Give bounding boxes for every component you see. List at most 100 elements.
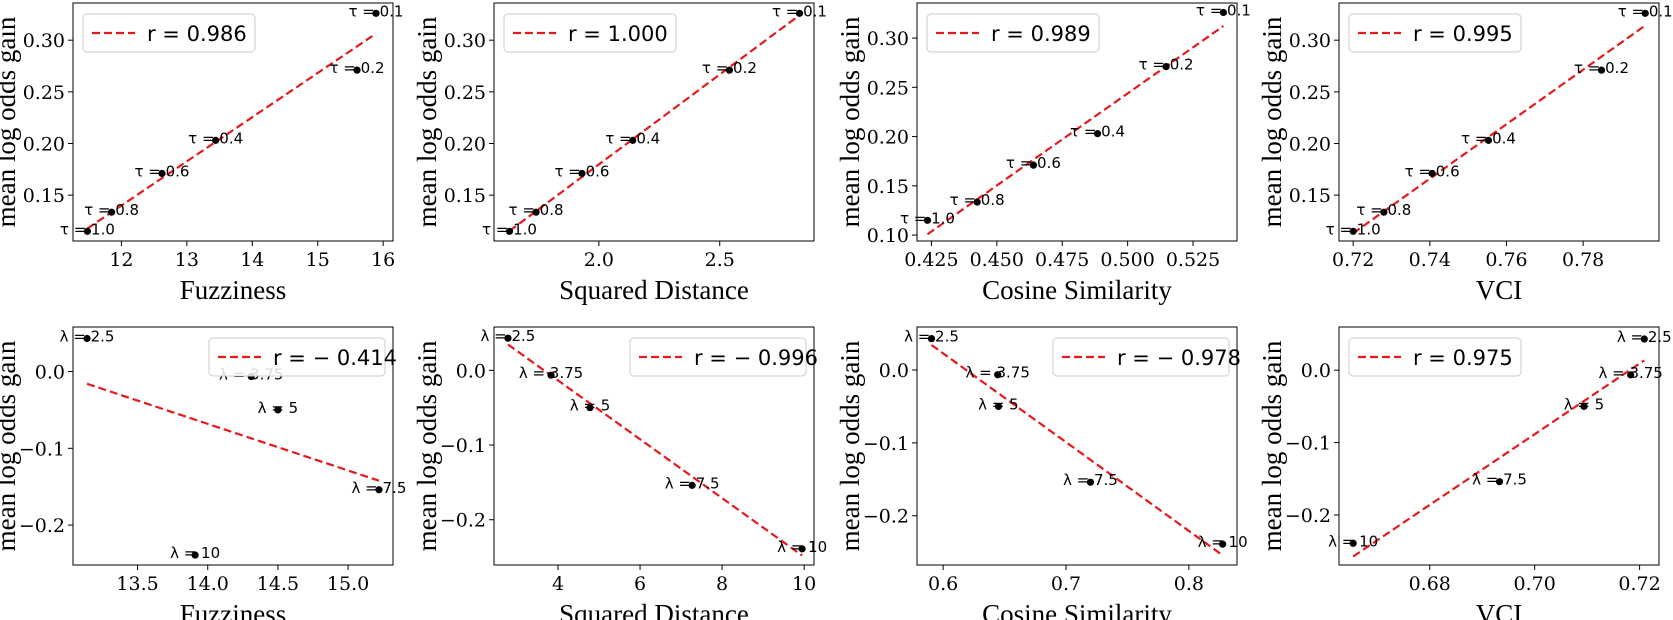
y-tick-label: −0.2 [863,506,909,528]
subplot-2: 2.0 2.5 0.15 0.20 0.25 0.30 Squared Distance me… [412,2,827,305]
legend-box [82,13,256,53]
x-tick-label: 0.475 [1035,249,1089,271]
data-point [1093,130,1102,138]
point-label: τ = 0.2 [330,59,385,77]
x-axis-label: Fuzziness [180,275,286,305]
x-tick-label: 14 [240,249,264,271]
x-tick-label: 10 [792,573,816,595]
y-axis-label: mean log odds gain [412,340,442,551]
x-tick-label: 14.0 [187,573,229,595]
point-label: λ = 2.5 [904,328,959,346]
y-axis-label: mean log odds gain [1257,340,1287,551]
point-label: λ = 3.75 [1598,364,1662,382]
point-label: λ = 7.5 [1472,471,1527,489]
point-label: τ = 0.8 [509,201,564,219]
point-label: τ = 1.0 [1326,220,1381,238]
point-label: λ = 7.5 [665,474,720,492]
y-tick-label: 0.25 [444,82,486,104]
x-tick-label: 2.0 [584,249,614,271]
y-axis-label: mean log odds gain [835,340,865,551]
y-axis-label: mean log odds gain [412,16,442,227]
y-tick-label: 0.30 [1289,30,1331,52]
legend-box [629,337,807,377]
point-label: λ = 5 [570,397,611,415]
point-label: λ = 10 [1198,533,1248,551]
y-tick-label: 0.25 [1289,82,1331,104]
point-label: λ = 5 [978,395,1019,413]
data-point [372,9,380,17]
x-tick-label: 0.8 [1174,573,1204,595]
subplot-8: 0.68 0.70 0.72 −0.2 −0.1 0.0 VCI mean log odds … [1257,326,1672,620]
y-tick-label: 0.0 [456,360,486,382]
data-point [108,208,116,216]
plot-frame [72,326,394,566]
data-point [1495,478,1504,486]
y-tick-label: 0.10 [867,225,909,247]
point-label: τ = 0.1 [772,2,827,20]
legend-box [926,13,1100,53]
data-point [375,486,383,494]
plot-frame [916,326,1238,566]
x-tick-label: 0.74 [1409,249,1451,271]
data-point [1029,161,1038,169]
y-tick-label: −0.2 [1285,505,1331,527]
x-tick-label: 0.76 [1485,249,1527,271]
x-tick-label: 0.425 [904,249,958,271]
plot-frame [493,2,815,242]
point-label: τ = 0.1 [348,2,403,20]
x-tick-label: 0.70 [1514,573,1556,595]
y-tick-label: 0.30 [23,30,65,52]
data-point [1627,371,1635,379]
point-label: τ = 0.8 [1356,201,1411,219]
point-label: τ = 0.6 [1006,154,1061,172]
legend-label: r = 0.975 [1413,346,1513,370]
point-label: λ = 7.5 [352,479,407,497]
point-label: λ = 3.75 [519,364,583,382]
point-label: τ = 1.0 [482,220,537,238]
x-tick-label: 6 [634,573,646,595]
x-axis-label: Fuzziness [180,599,286,620]
x-tick-label: 0.78 [1562,249,1604,271]
plot-frame [1338,326,1660,566]
y-tick-label: 0.15 [444,185,486,207]
y-tick-label: 0.20 [867,127,909,149]
point-label: τ = 0.1 [1618,2,1673,20]
x-tick-label: 15.0 [327,573,369,595]
y-tick-label: 0.15 [23,185,65,207]
y-tick-label: 0.15 [1289,185,1331,207]
data-point [83,227,91,235]
y-tick-label: 0.30 [867,28,909,50]
x-axis-label: Cosine Similarity [982,275,1172,305]
legend-label: r = 0.986 [147,22,247,46]
data-point [586,404,594,412]
legend-label: r = 0.989 [991,22,1091,46]
legend: r = 0.989 [926,13,1100,53]
y-tick-label: −0.2 [19,515,65,537]
point-label: λ = 2.5 [481,327,536,345]
x-tick-label: 8 [716,573,728,595]
x-tick-label: 12 [109,249,133,271]
x-tick-label: 13.5 [116,573,158,595]
legend: r = 0.995 [1348,13,1522,53]
y-tick-label: −0.1 [440,435,486,457]
x-tick-label: 14.5 [257,573,299,595]
point-label: λ = 10 [777,538,827,556]
x-tick-label: 2.5 [705,249,735,271]
data-point [1580,402,1588,410]
point-label: τ = 1.0 [900,209,955,227]
subplot-5: 13.5 14.0 14.5 15.0 −0.2 −0.1 0.0 Fuzziness mean… [0,326,407,620]
data-point [927,335,936,343]
data-point [629,136,637,144]
y-axis-label: mean log odds gain [0,340,21,551]
data-point [353,66,361,74]
data-point [795,9,804,17]
point-label: τ = 1.0 [60,220,115,238]
y-tick-label: 0.20 [444,133,486,155]
fit-line [507,343,803,557]
legend: r = − 0.996 [629,337,818,377]
y-tick-label: −0.2 [440,510,486,532]
subplot-3: 0.425 0.450 0.475 0.500 0.525 0.10 0.15 0.20 0.2… [835,1,1251,305]
point-label: τ = 0.6 [554,162,609,180]
x-axis-label: Squared Distance [559,599,749,620]
